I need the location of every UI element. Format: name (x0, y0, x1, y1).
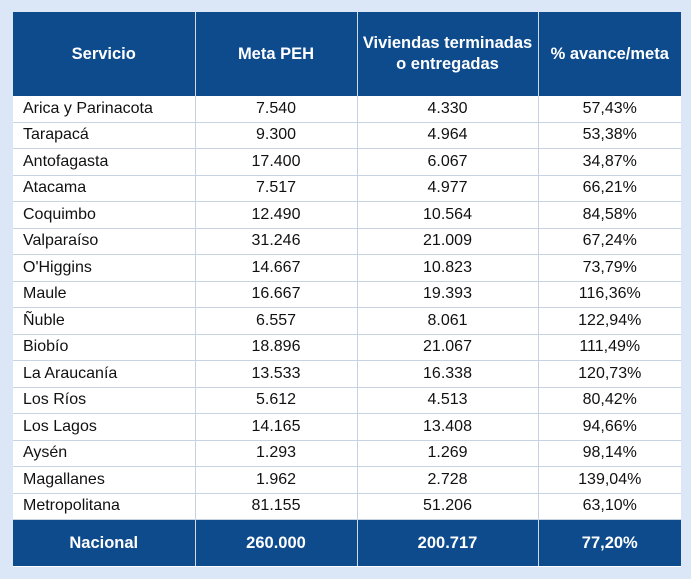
cell-viviendas: 21.009 (357, 228, 539, 255)
table-row: Magallanes 1.962 2.728 139,04% (13, 466, 681, 494)
table-row: La Araucanía 13.533 16.338 120,73% (13, 360, 681, 388)
table-row: Arica y Parinacota 7.540 4.330 57,43% (13, 96, 681, 123)
cell-meta-peh: 12.490 (195, 201, 358, 229)
cell-avance: 63,10% (538, 493, 681, 520)
cell-viviendas: 4.513 (357, 387, 539, 414)
table-row: Tarapacá 9.300 4.964 53,38% (13, 122, 681, 149)
cell-viviendas: 21.067 (357, 334, 539, 361)
table-row: Maule 16.667 19.393 116,36% (13, 281, 681, 308)
cell-servicio: Aysén (13, 440, 196, 467)
cell-meta-peh: 13.533 (195, 360, 358, 388)
cell-avance: 120,73% (538, 360, 681, 388)
cell-servicio: Biobío (13, 334, 196, 361)
cell-servicio: Atacama (13, 175, 196, 202)
housing-progress-table: Servicio Meta PEH Viviendas terminadas o… (13, 12, 681, 566)
cell-avance: 73,79% (538, 254, 681, 282)
cell-servicio: Magallanes (13, 466, 196, 494)
cell-servicio: Coquimbo (13, 201, 196, 229)
cell-avance: 67,24% (538, 228, 681, 255)
cell-avance: 66,21% (538, 175, 681, 202)
cell-viviendas: 19.393 (357, 281, 539, 308)
cell-meta-peh: 1.293 (195, 440, 358, 467)
cell-servicio: Los Lagos (13, 413, 196, 441)
table-row: Los Lagos 14.165 13.408 94,66% (13, 413, 681, 441)
cell-viviendas: 4.977 (357, 175, 539, 202)
table-row: O'Higgins 14.667 10.823 73,79% (13, 254, 681, 282)
header-row: Servicio Meta PEH Viviendas terminadas o… (13, 12, 681, 96)
cell-meta-peh: 7.540 (195, 96, 358, 123)
total-viviendas: 200.717 (357, 519, 539, 566)
cell-avance: 122,94% (538, 307, 681, 335)
cell-meta-peh: 9.300 (195, 122, 358, 149)
table-row: Biobío 18.896 21.067 111,49% (13, 334, 681, 361)
cell-viviendas: 10.564 (357, 201, 539, 229)
header-meta-peh: Meta PEH (195, 12, 358, 96)
cell-meta-peh: 31.246 (195, 228, 358, 255)
table-header: Servicio Meta PEH Viviendas terminadas o… (13, 12, 681, 96)
cell-avance: 139,04% (538, 466, 681, 494)
cell-viviendas: 51.206 (357, 493, 539, 520)
cell-servicio: Tarapacá (13, 122, 196, 149)
table-footer: Nacional 260.000 200.717 77,20% (13, 519, 681, 566)
cell-meta-peh: 6.557 (195, 307, 358, 335)
cell-servicio: Antofagasta (13, 148, 196, 176)
cell-avance: 53,38% (538, 122, 681, 149)
total-row: Nacional 260.000 200.717 77,20% (13, 519, 681, 566)
total-meta: 260.000 (195, 519, 358, 566)
table-row: Aysén 1.293 1.269 98,14% (13, 440, 681, 467)
header-avance: % avance/meta (538, 12, 681, 96)
cell-viviendas: 2.728 (357, 466, 539, 494)
header-servicio: Servicio (13, 12, 196, 96)
housing-table-card: Servicio Meta PEH Viviendas terminadas o… (13, 12, 681, 567)
cell-avance: 94,66% (538, 413, 681, 441)
table-row: Los Ríos 5.612 4.513 80,42% (13, 387, 681, 414)
total-avance: 77,20% (538, 519, 681, 566)
cell-servicio: Metropolitana (13, 493, 196, 520)
table-row: Metropolitana 81.155 51.206 63,10% (13, 493, 681, 520)
table-row: Antofagasta 17.400 6.067 34,87% (13, 148, 681, 176)
cell-meta-peh: 17.400 (195, 148, 358, 176)
cell-meta-peh: 18.896 (195, 334, 358, 361)
cell-servicio: La Araucanía (13, 360, 196, 388)
table-row: Atacama 7.517 4.977 66,21% (13, 175, 681, 202)
cell-viviendas: 13.408 (357, 413, 539, 441)
cell-meta-peh: 14.165 (195, 413, 358, 441)
cell-meta-peh: 16.667 (195, 281, 358, 308)
cell-avance: 34,87% (538, 148, 681, 176)
cell-servicio: O'Higgins (13, 254, 196, 282)
header-viviendas: Viviendas terminadas o entregadas (357, 12, 539, 96)
cell-meta-peh: 7.517 (195, 175, 358, 202)
table-body: Arica y Parinacota 7.540 4.330 57,43% Tarapa… (13, 96, 681, 520)
cell-avance: 111,49% (538, 334, 681, 361)
cell-meta-peh: 1.962 (195, 466, 358, 494)
cell-viviendas: 10.823 (357, 254, 539, 282)
cell-servicio: Maule (13, 281, 196, 308)
table-row: Ñuble 6.557 8.061 122,94% (13, 307, 681, 335)
cell-viviendas: 4.330 (357, 96, 539, 123)
table-row: Coquimbo 12.490 10.564 84,58% (13, 201, 681, 229)
cell-avance: 84,58% (538, 201, 681, 229)
cell-avance: 98,14% (538, 440, 681, 467)
cell-meta-peh: 14.667 (195, 254, 358, 282)
table-row: Valparaíso 31.246 21.009 67,24% (13, 228, 681, 255)
cell-servicio: Arica y Parinacota (13, 96, 196, 123)
cell-avance: 57,43% (538, 96, 681, 123)
cell-meta-peh: 81.155 (195, 493, 358, 520)
cell-viviendas: 4.964 (357, 122, 539, 149)
cell-avance: 116,36% (538, 281, 681, 308)
cell-viviendas: 1.269 (357, 440, 539, 467)
cell-meta-peh: 5.612 (195, 387, 358, 414)
total-label: Nacional (13, 519, 196, 566)
cell-servicio: Ñuble (13, 307, 196, 335)
cell-viviendas: 8.061 (357, 307, 539, 335)
cell-servicio: Valparaíso (13, 228, 196, 255)
cell-avance: 80,42% (538, 387, 681, 414)
cell-servicio: Los Ríos (13, 387, 196, 414)
cell-viviendas: 16.338 (357, 360, 539, 388)
cell-viviendas: 6.067 (357, 148, 539, 176)
